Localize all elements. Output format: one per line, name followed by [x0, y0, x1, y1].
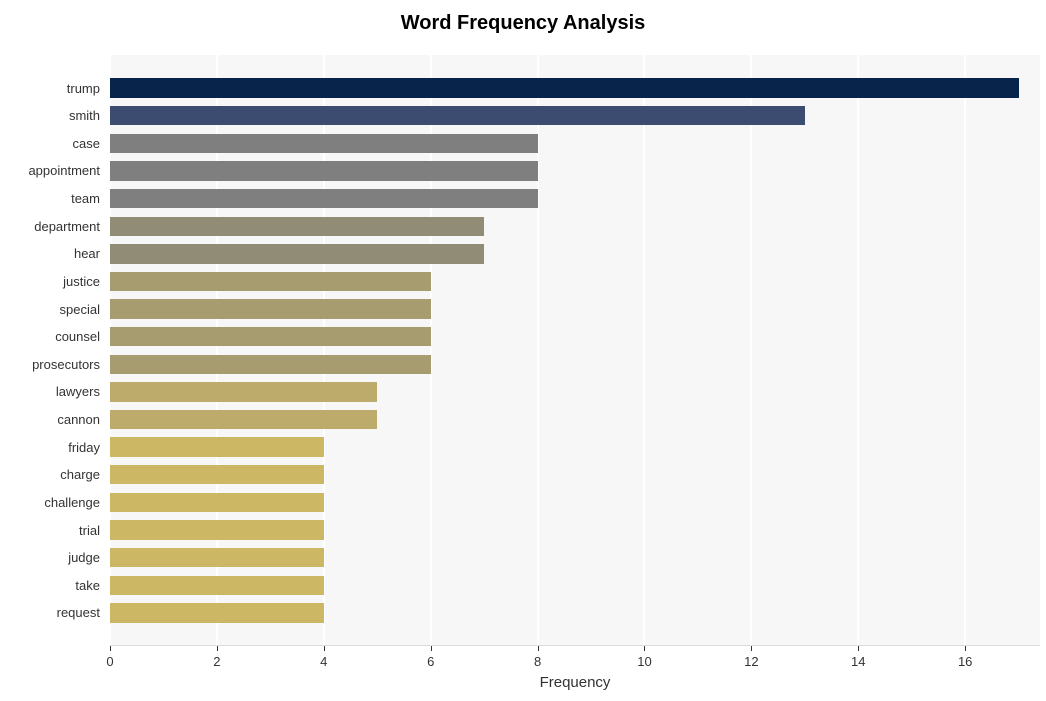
y-label-hear: hear — [0, 246, 100, 261]
bar-trial — [110, 520, 324, 539]
bar-department — [110, 217, 484, 236]
x-tick-label: 10 — [637, 654, 651, 669]
x-tick-label: 8 — [534, 654, 541, 669]
y-label-counsel: counsel — [0, 329, 100, 344]
gridline — [643, 55, 645, 646]
x-tick-label: 14 — [851, 654, 865, 669]
bar-appointment — [110, 161, 538, 180]
bar-trump — [110, 78, 1019, 97]
word-frequency-chart: Word Frequency Analysis trump smith case ap… — [0, 0, 1046, 701]
bar-judge — [110, 548, 324, 567]
y-label-cannon: cannon — [0, 412, 100, 427]
gridline — [964, 55, 966, 646]
y-label-take: take — [0, 578, 100, 593]
x-tick-label: 12 — [744, 654, 758, 669]
bar-smith — [110, 106, 805, 125]
y-label-prosecutors: prosecutors — [0, 357, 100, 372]
y-label-challenge: challenge — [0, 495, 100, 510]
y-label-department: department — [0, 219, 100, 234]
bar-case — [110, 134, 538, 153]
y-label-charge: charge — [0, 467, 100, 482]
chart-title: Word Frequency Analysis — [0, 12, 1046, 35]
y-label-friday: friday — [0, 440, 100, 455]
y-label-trump: trump — [0, 81, 100, 96]
plot-area — [110, 55, 1040, 646]
bar-justice — [110, 272, 431, 291]
y-label-trial: trial — [0, 523, 100, 538]
gridline — [857, 55, 859, 646]
x-tick-mark — [858, 646, 859, 651]
x-tick-mark — [217, 646, 218, 651]
x-tick-label: 4 — [320, 654, 327, 669]
plot-inner — [110, 55, 1040, 646]
bar-request — [110, 603, 324, 622]
x-tick-label: 0 — [106, 654, 113, 669]
y-label-team: team — [0, 191, 100, 206]
y-label-judge: judge — [0, 550, 100, 565]
y-label-request: request — [0, 605, 100, 620]
bar-challenge — [110, 493, 324, 512]
x-tick-mark — [751, 646, 752, 651]
bar-friday — [110, 437, 324, 456]
x-tick-label: 2 — [213, 654, 220, 669]
y-label-smith: smith — [0, 108, 100, 123]
bar-cannon — [110, 410, 377, 429]
y-label-lawyers: lawyers — [0, 384, 100, 399]
x-tick-mark — [965, 646, 966, 651]
bar-counsel — [110, 327, 431, 346]
x-axis-line — [110, 645, 1040, 646]
bar-hear — [110, 244, 484, 263]
bar-take — [110, 576, 324, 595]
bar-charge — [110, 465, 324, 484]
x-tick-mark — [644, 646, 645, 651]
y-label-case: case — [0, 136, 100, 151]
x-tick-mark — [324, 646, 325, 651]
x-tick-label: 6 — [427, 654, 434, 669]
x-axis-title: Frequency — [110, 674, 1040, 691]
x-tick-mark — [110, 646, 111, 651]
x-tick-label: 16 — [958, 654, 972, 669]
bar-team — [110, 189, 538, 208]
gridline — [750, 55, 752, 646]
bar-lawyers — [110, 382, 377, 401]
bar-prosecutors — [110, 355, 431, 374]
x-tick-mark — [538, 646, 539, 651]
y-label-special: special — [0, 302, 100, 317]
y-label-justice: justice — [0, 274, 100, 289]
bar-special — [110, 299, 431, 318]
y-label-appointment: appointment — [0, 163, 100, 178]
x-tick-mark — [431, 646, 432, 651]
